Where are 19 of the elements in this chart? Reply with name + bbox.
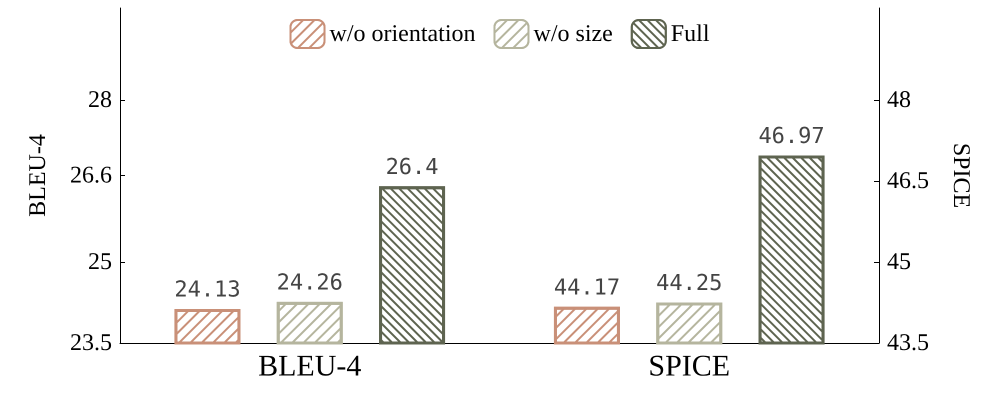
data-label: 46.97	[758, 124, 825, 150]
y2-tick-label: 48	[887, 86, 911, 113]
y2-tick-label: 46.5	[887, 168, 929, 194]
y-tick-label: 28	[88, 86, 112, 113]
y2-axis-title: SPICE	[948, 142, 974, 208]
data-label: 44.17	[554, 275, 620, 300]
data-label: 24.26	[276, 270, 343, 296]
y2-tick-label: 43.5	[887, 330, 929, 356]
y-axis-title: BLEU-4	[25, 134, 51, 217]
data-label: 24.13	[174, 277, 241, 302]
legend-label: w/o orientation	[330, 21, 476, 47]
legend-label: w/o size	[533, 21, 613, 47]
y-tick-label: 23.5	[70, 330, 112, 356]
y2-tick-label: 45	[887, 248, 911, 275]
data-label: 26.4	[386, 154, 439, 180]
y-tick-label: 25	[88, 248, 112, 275]
legend-label: Full	[670, 21, 710, 47]
y-tick-label: 26.6	[70, 162, 112, 188]
data-label: 44.25	[656, 270, 722, 296]
